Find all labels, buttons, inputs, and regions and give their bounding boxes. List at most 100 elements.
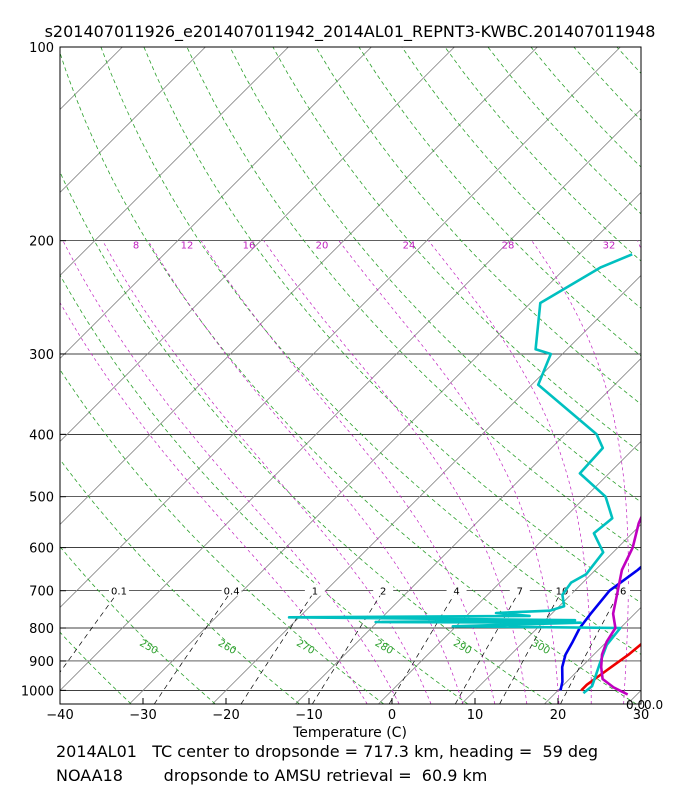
mixing-ratio-label: 16 [614,587,627,598]
plot-frame [59,46,642,705]
isotherm-line [461,523,641,704]
series-line-2 [287,253,633,695]
x-tick-label: 10 [467,708,484,723]
series-line-3 [599,514,641,696]
mixing-ratio-line [312,590,384,704]
mixing-ratio-label-bg [552,584,573,596]
dry-adiabat-label: 250 [137,638,159,657]
mixing-ratio-line [240,590,316,704]
background-lines [0,47,700,704]
isotherm-line [60,47,538,525]
y-tick-label: 400 [29,428,54,443]
mixing-ratio-label-bg [221,584,242,596]
y-axis-ticks: 100 200 300 400 500 600 700 800 900 1000 [21,41,66,699]
corner-label: 0.0 [644,698,663,712]
corner-label: 0.0 [626,698,645,712]
sounding-traces [287,253,641,696]
mixing-ratio-label: 1 [312,587,318,598]
dry-adiabat-line [143,47,641,604]
x-tick-label: −10 [295,708,322,723]
isotherm-line [295,357,641,704]
isotherm-line [544,606,641,704]
dry-adiabat-label: 260 [216,638,238,657]
dry-adiabat-line [444,47,641,262]
moist-adiabat-label: 24 [403,241,416,252]
x-tick-label: −30 [129,708,156,723]
dry-adiabat-line [272,47,641,454]
skew-t-chart: s201407011926_e201407011942_2014AL01_REP… [0,22,700,741]
dry-adiabat-label: 300 [530,638,552,657]
mixing-ratio-label: 0.1 [111,587,127,598]
x-tick-label: 0 [388,708,396,723]
mixing-ratio-label: 4 [453,587,459,598]
mixing-ratio-label-bg [373,584,394,596]
moist-adiabat-line [200,240,496,704]
x-tick-label: 20 [550,708,567,723]
y-tick-label: 600 [29,542,54,557]
dry-adiabat-line [315,47,641,405]
dry-adiabat-line [358,47,641,357]
dry-adiabat-line [60,274,469,704]
isotherm-line [60,47,289,276]
moist-adiabat-line [263,240,528,704]
moist-adiabat-line [428,240,592,704]
mixing-ratio-line [388,590,457,704]
moist-adiabat-line [338,240,560,704]
x-tick-label: 30 [633,708,650,723]
y-tick-label: 500 [29,491,54,506]
dry-adiabat-line [229,47,641,503]
isotherm-line [60,47,621,608]
mixing-ratio-line [499,590,563,704]
mixing-ratio-label-bg [304,584,325,596]
moist-adiabat-label: 20 [316,241,329,252]
isotherm-line [60,108,641,691]
y-tick-label: 800 [29,622,54,637]
y-tick-label: 200 [29,235,54,250]
dry-adiabat-line [660,47,700,704]
y-tick-label: 300 [29,348,54,363]
mixing-ratio-line [60,590,120,673]
y-tick-label: 700 [29,585,54,600]
dry-adiabat-line [60,368,384,704]
moist-adiabat-label: 16 [243,241,256,252]
moist-adiabat-line [147,240,464,704]
dry-adiabat-line [487,47,641,215]
dry-adiabat-line [60,631,132,704]
chart-title: s201407011926_e201407011942_2014AL01_REP… [45,22,656,42]
x-axis-label: Temperature (C) [292,725,407,741]
dry-adiabat-label: 290 [451,638,473,657]
mixing-ratio-label: 0.4 [224,587,240,598]
caption-line-2: NOAA18 dropsonde to AMSU retrieval = 60.… [56,766,488,785]
moist-adiabat-line [637,240,641,250]
x-axis-ticks: −40 −30 −20 −10 0 10 20 30 [46,698,649,723]
mixing-ratio-line [560,590,621,704]
dry-adiabat-line [573,47,641,121]
mixing-ratio-label-bg [509,584,530,596]
isotherm-line [60,47,206,193]
isotherm-line [0,47,39,704]
mixing-ratio-line [454,590,521,704]
mixing-ratio-line [154,590,232,704]
dry-adiabat-line [186,47,641,553]
dry-adiabat-line [616,47,641,74]
moist-adiabat-label: 8 [133,241,139,252]
x-tick-label: −40 [46,708,73,723]
mixing-ratio-label-bg [609,584,630,596]
dry-adiabat-line [0,47,47,704]
series-line-1 [559,565,641,691]
moist-adiabat-line [62,240,400,704]
mixing-ratio-label-bg [108,584,129,596]
mixing-ratio-label: 2 [380,587,386,598]
x-tick-label: −20 [212,708,239,723]
mixing-ratio-label: 10 [556,587,569,598]
mixing-ratio-label-bg [446,584,467,596]
dry-adiabat-line [60,458,300,704]
moist-adiabat-label: 28 [502,241,515,252]
dry-adiabat-label: 270 [294,638,316,657]
y-tick-label: 900 [29,655,54,670]
dry-adiabat-line [60,546,216,704]
isotherm-line [60,47,372,359]
isotherm-line [60,47,455,442]
dry-adiabat-line [100,47,641,655]
